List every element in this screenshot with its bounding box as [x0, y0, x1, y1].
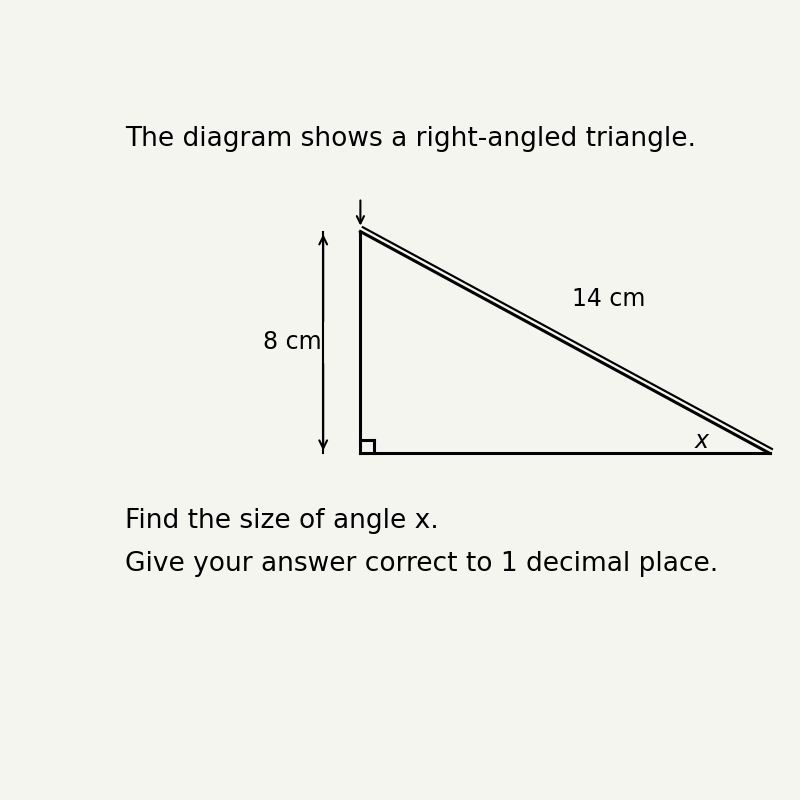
Text: Give your answer correct to 1 decimal place.: Give your answer correct to 1 decimal pl…: [125, 551, 718, 577]
Text: Find the size of angle x.: Find the size of angle x.: [125, 508, 438, 534]
Text: x: x: [694, 429, 709, 453]
Text: 14 cm: 14 cm: [572, 287, 645, 311]
Text: 8 cm: 8 cm: [263, 330, 322, 354]
Text: The diagram shows a right-angled triangle.: The diagram shows a right-angled triangl…: [125, 126, 696, 152]
